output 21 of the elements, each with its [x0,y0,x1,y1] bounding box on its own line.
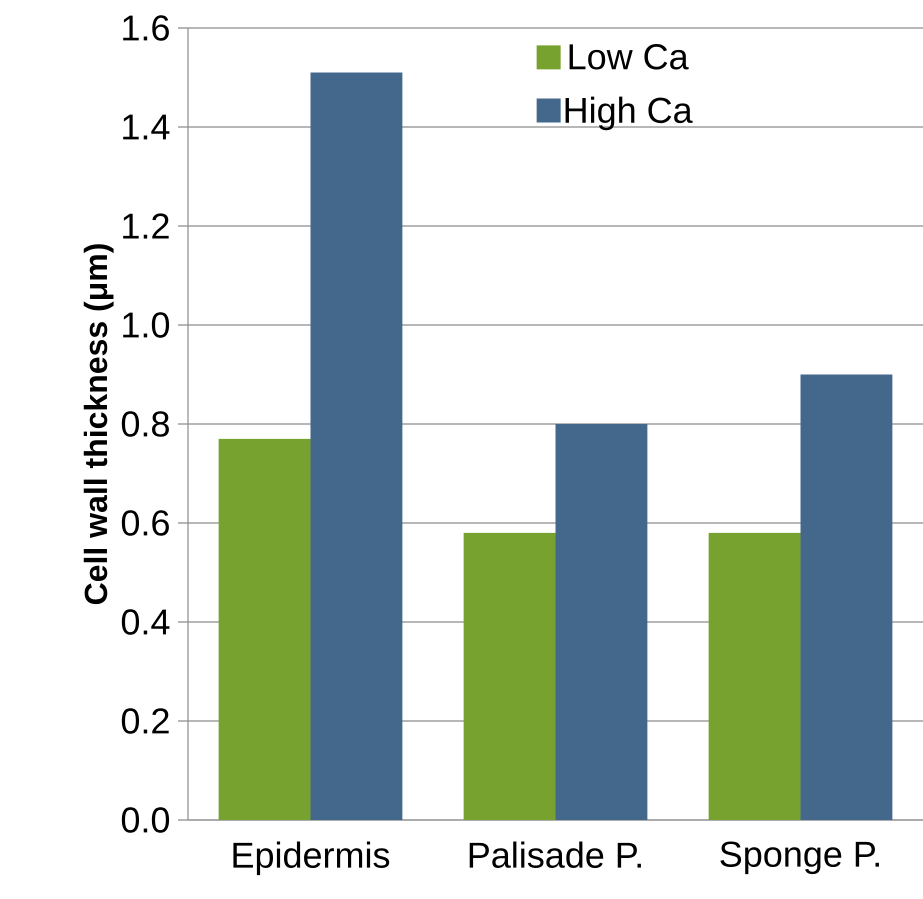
bar [464,532,556,820]
y-tick-label: 1.2 [123,213,169,239]
y-tick-label: 1.4 [123,114,170,140]
bar [800,374,892,820]
y-axis-title: Cell wall thickness (μm) [84,244,114,604]
bar [556,424,648,820]
x-tick-label: Palisade P. [470,842,641,868]
y-tick-label: 0.4 [122,609,170,635]
y-tick-label: 1.6 [123,15,169,41]
x-tick-label: Sponge P. [720,842,879,874]
bar [708,532,801,820]
y-tick-label: 0.2 [122,708,169,734]
y-tick-label: 1.0 [123,312,170,338]
bar [218,438,311,820]
y-tick-label: 0.8 [122,411,169,437]
legend-label: High Ca [566,96,693,130]
legend-label: Low Ca [570,44,689,70]
bar [310,72,402,820]
y-tick-label: 0.6 [122,510,169,536]
y-tick-label: 0.0 [122,807,170,833]
x-tick-label: Epidermis [233,842,390,876]
